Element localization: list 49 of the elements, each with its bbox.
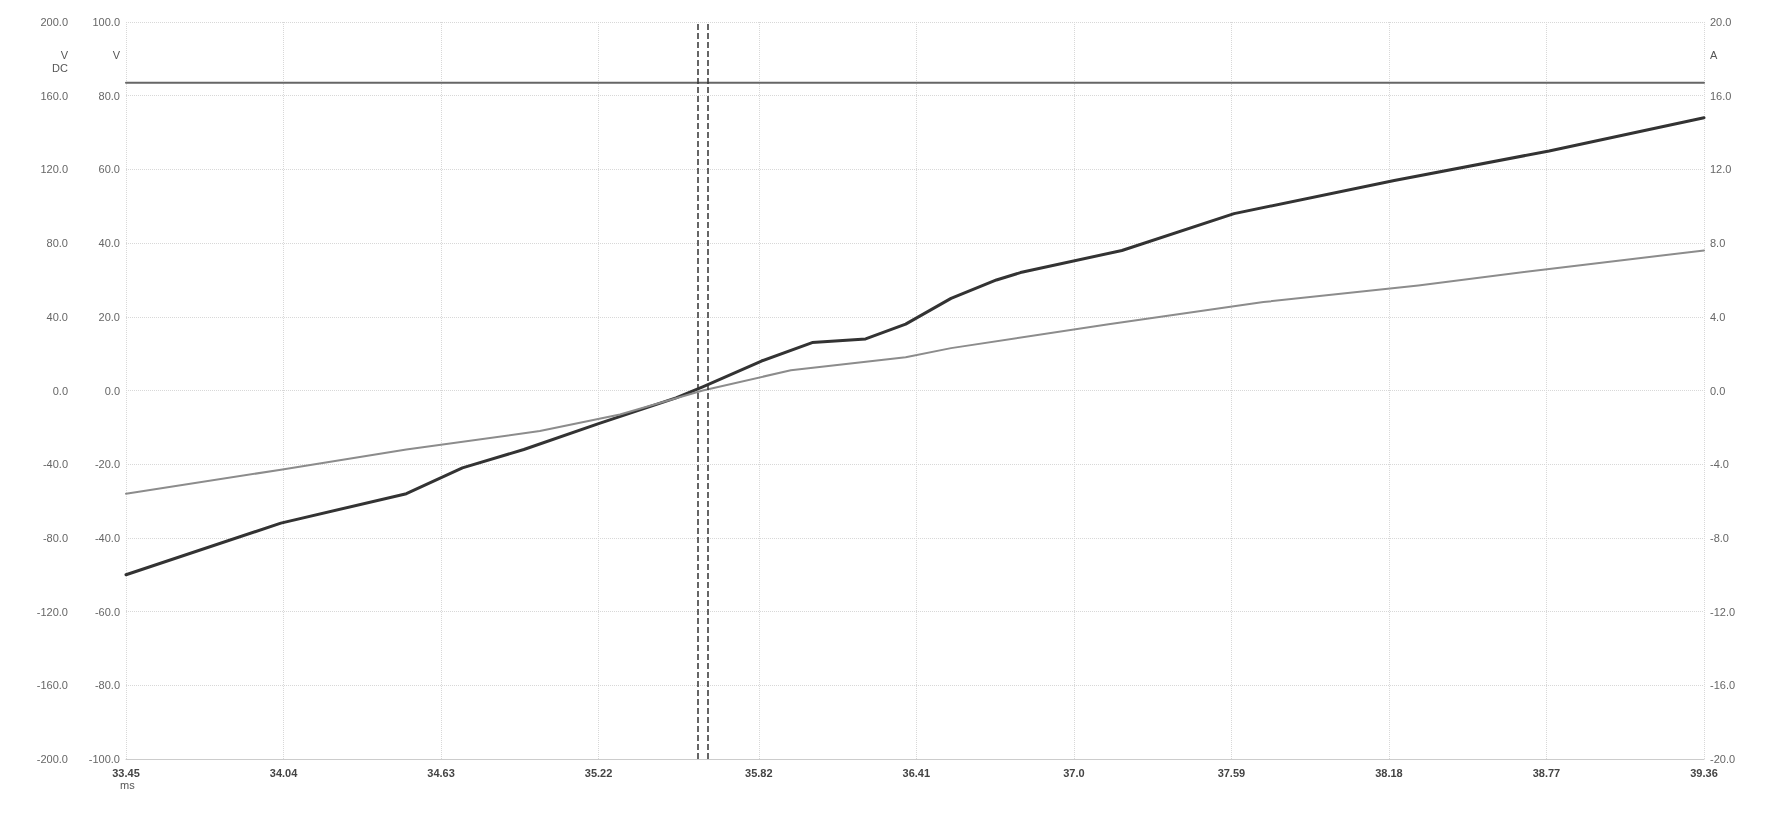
y2-tick-label: 20.0: [98, 310, 120, 323]
y3-tick-label: -4.0: [1710, 458, 1729, 471]
y2-axis-title: V: [112, 48, 121, 61]
y2-tick-label: -80.0: [94, 679, 120, 692]
x-tick-label: 33.45: [112, 766, 140, 779]
y-tick-label: 120.0: [40, 163, 68, 176]
y2-tick-label: -20.0: [94, 458, 120, 471]
x-tick-label: 35.82: [745, 766, 773, 779]
x-tick-label: 39.36: [1690, 766, 1718, 779]
y3-tick-label: 4.0: [1710, 310, 1726, 323]
y-tick-label: -160.0: [36, 679, 68, 692]
y3-tick-label: -8.0: [1710, 531, 1729, 544]
y2-tick-label: 100.0: [92, 16, 120, 28]
y2-tick-label: 0.0: [104, 384, 120, 397]
y3-tick-label: 8.0: [1710, 237, 1726, 250]
y3-tick-label: -20.0: [1710, 753, 1736, 765]
y-tick-label: -120.0: [36, 605, 68, 618]
y2-tick-label: 80.0: [98, 89, 120, 102]
x-tick-label: 35.22: [584, 766, 613, 779]
y2-tick-label: -100.0: [88, 753, 120, 765]
y3-tick-label: 12.0: [1710, 163, 1732, 176]
y-tick-label: 200.0: [40, 16, 68, 28]
y3-axis-title: A: [1710, 48, 1718, 61]
x-axis-title: ms: [120, 778, 136, 791]
y-tick-label: 0.0: [52, 384, 68, 397]
y3-tick-label: 16.0: [1710, 89, 1732, 102]
y2-tick-label: -40.0: [94, 531, 120, 544]
y3-tick-label: -12.0: [1710, 605, 1736, 618]
x-tick-label: 36.41: [902, 766, 931, 779]
x-tick-label: 37.0: [1063, 766, 1085, 779]
y3-tick-label: 20.0: [1710, 16, 1732, 28]
x-tick-label: 38.18: [1375, 766, 1403, 779]
y2-tick-label: -60.0: [94, 605, 120, 618]
y-tick-label: 80.0: [46, 237, 68, 250]
x-tick-label: 34.63: [427, 766, 455, 779]
y-tick-label: -40.0: [42, 458, 68, 471]
x-tick-label: 37.59: [1217, 766, 1246, 779]
y3-tick-label: 0.0: [1710, 384, 1726, 397]
y2-tick-label: 60.0: [98, 163, 120, 176]
y-tick-label: 160.0: [40, 89, 68, 102]
y-tick-label: 40.0: [46, 310, 68, 323]
y-tick-label: -200.0: [36, 753, 68, 765]
y-tick-label: -80.0: [42, 531, 68, 544]
x-tick-label: 38.77: [1532, 766, 1561, 779]
y3-tick-label: -16.0: [1710, 679, 1736, 692]
x-tick-label: 34.04: [269, 766, 299, 779]
line-series: [125, 249, 1705, 495]
y2-tick-label: 40.0: [98, 237, 120, 250]
y-axis-title: V DC: [52, 48, 69, 74]
